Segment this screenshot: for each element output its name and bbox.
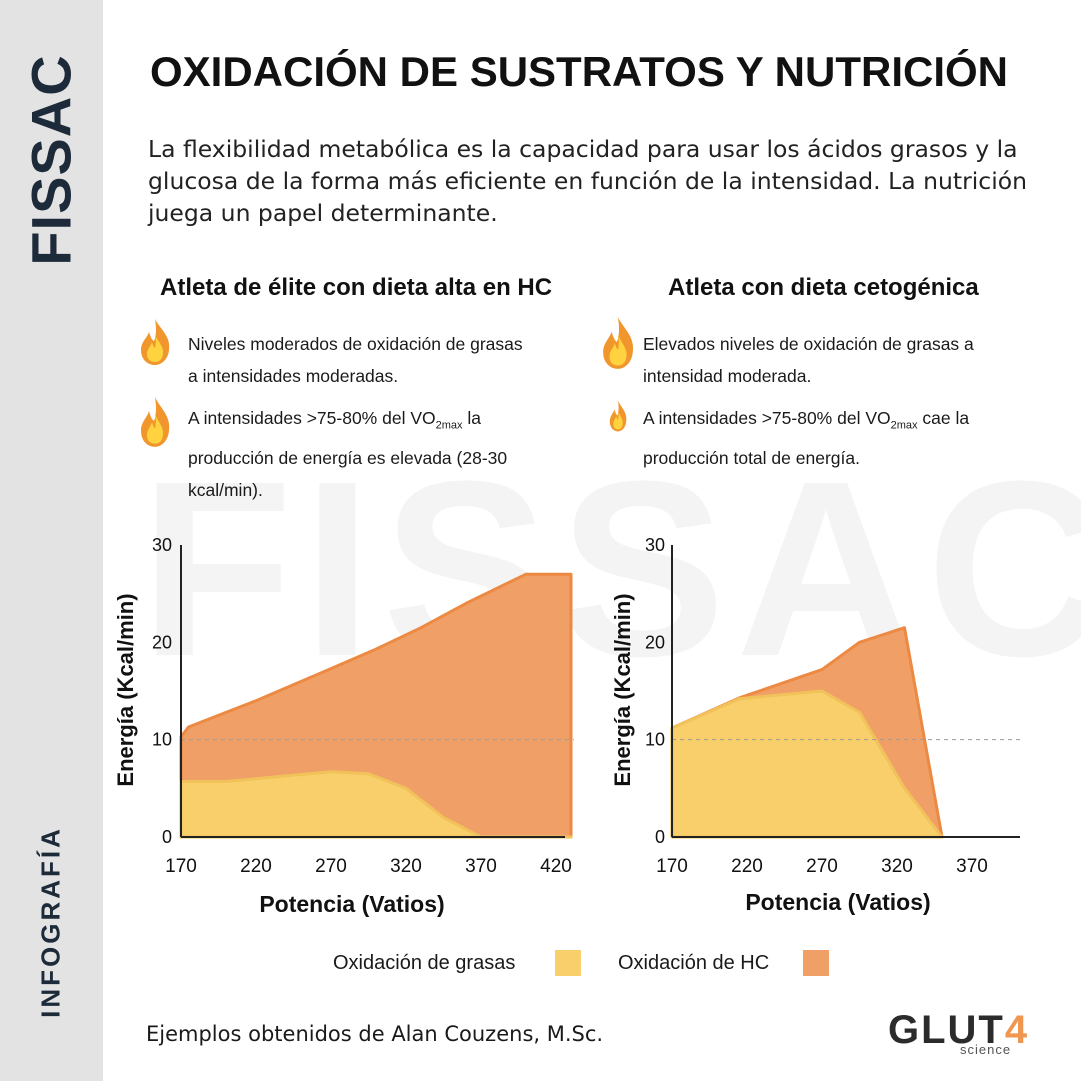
legend-fat-swatch: [555, 950, 581, 976]
x-tick-label: 420: [540, 856, 572, 877]
x-tick-label: 170: [656, 856, 688, 877]
watermark: FISSAC: [140, 429, 1081, 708]
glut4-logo: GLUT4 science: [888, 1008, 1030, 1057]
x-tick-label: 270: [806, 856, 838, 877]
y-axis-label: Energía (Kcal/min): [113, 593, 138, 786]
page-title: OXIDACIÓN DE SUSTRATOS Y NUTRICIÓN: [150, 48, 1008, 95]
chart-left-group: 0 10 20 30 170 220 270 320 370 420 Potencia (Vatio…: [113, 535, 574, 917]
y-tick-label: 10: [152, 730, 172, 750]
right-bullet-1: Elevados niveles de oxidación de grasas …: [643, 334, 974, 386]
credit: Ejemplos obtenidos de Alan Couzens, M.Sc…: [146, 1022, 604, 1046]
x-tick-label: 320: [881, 856, 913, 877]
y-tick-label: 20: [152, 632, 172, 652]
x-axis-label: Potencia (Vatios): [259, 891, 444, 917]
y-tick-label: 0: [655, 827, 665, 847]
y-tick-label: 0: [162, 827, 172, 847]
right-heading: Atleta con dieta cetogénica: [668, 274, 979, 301]
y-axis-label: Energía (Kcal/min): [610, 593, 635, 786]
y-tick-label: 30: [645, 535, 665, 555]
left-bullet-1: Niveles moderados de oxidación de grasas…: [188, 334, 523, 386]
x-axis-label: Potencia (Vatios): [745, 889, 930, 915]
legend-hc-swatch: [803, 950, 829, 976]
chart-right-group: 0 10 20 30 170 220 270 320 370 Potencia (Vatios) E…: [610, 535, 1020, 915]
x-tick-label: 370: [956, 856, 988, 877]
sidebar: FISSAC INFOGRAFÍA: [0, 0, 103, 1081]
right-bullet-2: A intensidades >75-80% del VO2max cae la…: [643, 408, 970, 468]
x-tick-label: 220: [240, 856, 272, 877]
fat-area: [670, 689, 944, 839]
left-bullet-2: A intensidades >75-80% del VO2max la pro…: [188, 408, 508, 500]
left-heading: Atleta de élite con dieta alta en HC: [160, 274, 553, 301]
y-tick-label: 10: [645, 730, 665, 750]
x-tick-label: 320: [390, 856, 422, 877]
x-tick-label: 220: [731, 856, 763, 877]
x-tick-label: 170: [165, 856, 197, 877]
flame-icon: [141, 319, 170, 365]
x-tick-label: 370: [465, 856, 497, 877]
flame-icon: [609, 400, 627, 432]
y-tick-label: 20: [645, 632, 665, 652]
legend-fat-label: Oxidación de grasas: [333, 952, 516, 974]
flame-icon: [603, 317, 634, 369]
flame-icon: [141, 397, 170, 447]
x-tick-label: 270: [315, 856, 347, 877]
intro-text: La flexibilidad metabólica es la capacid…: [148, 135, 1028, 227]
y-tick-label: 30: [152, 535, 172, 555]
hc-area: [179, 572, 573, 839]
legend-hc-label: Oxidación de HC: [618, 952, 770, 974]
